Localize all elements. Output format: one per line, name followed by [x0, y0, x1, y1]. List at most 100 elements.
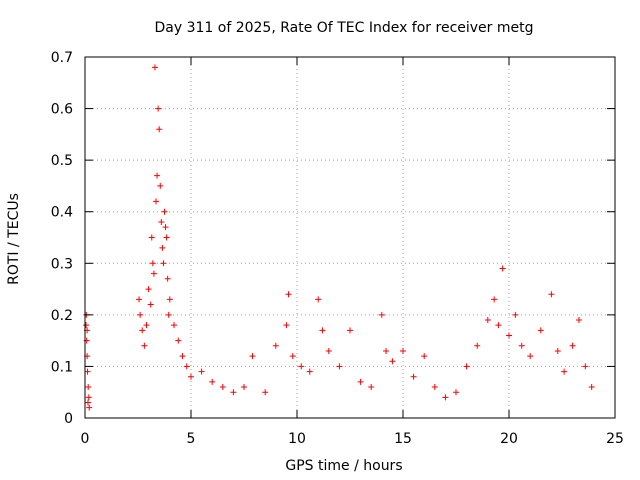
data-point	[159, 244, 166, 251]
x-tick-label: 25	[606, 431, 624, 447]
data-point	[347, 327, 353, 334]
data-point	[474, 342, 481, 349]
y-tick-label: 0.7	[51, 50, 73, 66]
data-point	[582, 363, 589, 370]
data-point	[319, 327, 326, 334]
data-point	[84, 399, 91, 406]
data-point	[230, 389, 237, 396]
data-point	[518, 342, 525, 349]
chart-title: Day 311 of 2025, Rate Of TEC Index for r…	[155, 20, 534, 36]
data-point	[499, 265, 506, 272]
y-tick-label: 0.1	[51, 359, 73, 375]
data-point	[569, 342, 576, 349]
y-tick-label: 0.3	[51, 256, 73, 272]
data-point	[283, 322, 290, 329]
data-point	[175, 337, 182, 344]
axis-ticks: 0 0.1 0.2 0.3 0.4 0.5 0.6 0.7 0 5 10 15 20 25	[51, 50, 624, 447]
data-point	[421, 353, 428, 360]
data-point	[148, 234, 155, 241]
data-point	[198, 368, 205, 375]
data-point	[249, 353, 256, 360]
grid	[85, 57, 615, 418]
data-point	[162, 224, 169, 231]
x-tick-label: 15	[394, 431, 412, 447]
data-point	[272, 342, 279, 349]
y-tick-label: 0.6	[51, 102, 73, 118]
x-tick-label: 5	[187, 431, 196, 447]
data-point	[136, 296, 143, 303]
data-point	[155, 105, 162, 112]
data-point	[484, 317, 491, 324]
data-point	[561, 368, 568, 375]
data-point	[83, 322, 90, 329]
data-point	[156, 126, 163, 133]
data-point	[85, 394, 92, 401]
data-point	[453, 389, 459, 396]
data-point	[491, 296, 498, 303]
x-tick-label: 0	[81, 431, 90, 447]
y-axis-label: ROTI / TECUs	[6, 193, 22, 285]
data-point	[137, 311, 144, 318]
data-point	[183, 363, 190, 370]
y-tick-label: 0.5	[51, 153, 73, 169]
data-point	[512, 311, 519, 318]
data-point	[219, 384, 226, 391]
data-point	[357, 378, 364, 385]
data-point	[588, 384, 595, 391]
data-point	[141, 342, 148, 349]
data-point	[495, 322, 502, 329]
data-point	[400, 347, 406, 354]
data-point	[143, 322, 150, 329]
data-point	[164, 275, 171, 282]
data-point	[506, 332, 512, 339]
data-point	[298, 363, 305, 370]
data-point	[160, 260, 167, 267]
data-point	[161, 208, 168, 215]
data-point	[575, 317, 582, 324]
data-point	[548, 291, 555, 298]
data-point	[463, 363, 470, 370]
data-point	[289, 353, 296, 360]
data-point	[368, 384, 375, 391]
data-point	[554, 347, 561, 354]
data-point	[158, 219, 165, 226]
data-point	[378, 311, 385, 318]
data-point	[262, 389, 269, 396]
data-point	[171, 322, 178, 329]
data-point	[527, 353, 534, 360]
data-point	[150, 270, 157, 277]
data-point	[537, 327, 544, 334]
x-tick-label: 10	[288, 431, 306, 447]
data-point	[145, 286, 152, 293]
x-axis-label: GPS time / hours	[285, 458, 402, 474]
data-point	[84, 368, 91, 375]
y-tick-label: 0	[64, 411, 73, 427]
data-point	[306, 368, 313, 375]
y-tick-label: 0.2	[51, 308, 73, 324]
plot-frame	[84, 56, 616, 419]
data-point	[179, 353, 186, 360]
data-point	[154, 172, 161, 179]
data-points	[83, 64, 595, 411]
y-tick-label: 0.4	[51, 205, 73, 221]
data-point	[188, 373, 194, 380]
x-tick-label: 20	[500, 431, 518, 447]
data-point	[325, 347, 332, 354]
data-point	[285, 291, 292, 298]
data-point	[139, 327, 146, 334]
data-point	[410, 373, 417, 380]
data-point	[153, 198, 160, 205]
data-point	[147, 301, 154, 308]
data-point	[149, 260, 156, 267]
data-point	[85, 384, 92, 391]
data-point	[86, 404, 93, 411]
data-point	[241, 384, 247, 391]
data-point	[442, 394, 449, 401]
data-point	[209, 378, 216, 385]
data-point	[431, 384, 438, 391]
data-point	[315, 296, 322, 303]
data-point	[165, 311, 172, 318]
data-point	[383, 347, 390, 354]
data-point	[336, 363, 343, 370]
